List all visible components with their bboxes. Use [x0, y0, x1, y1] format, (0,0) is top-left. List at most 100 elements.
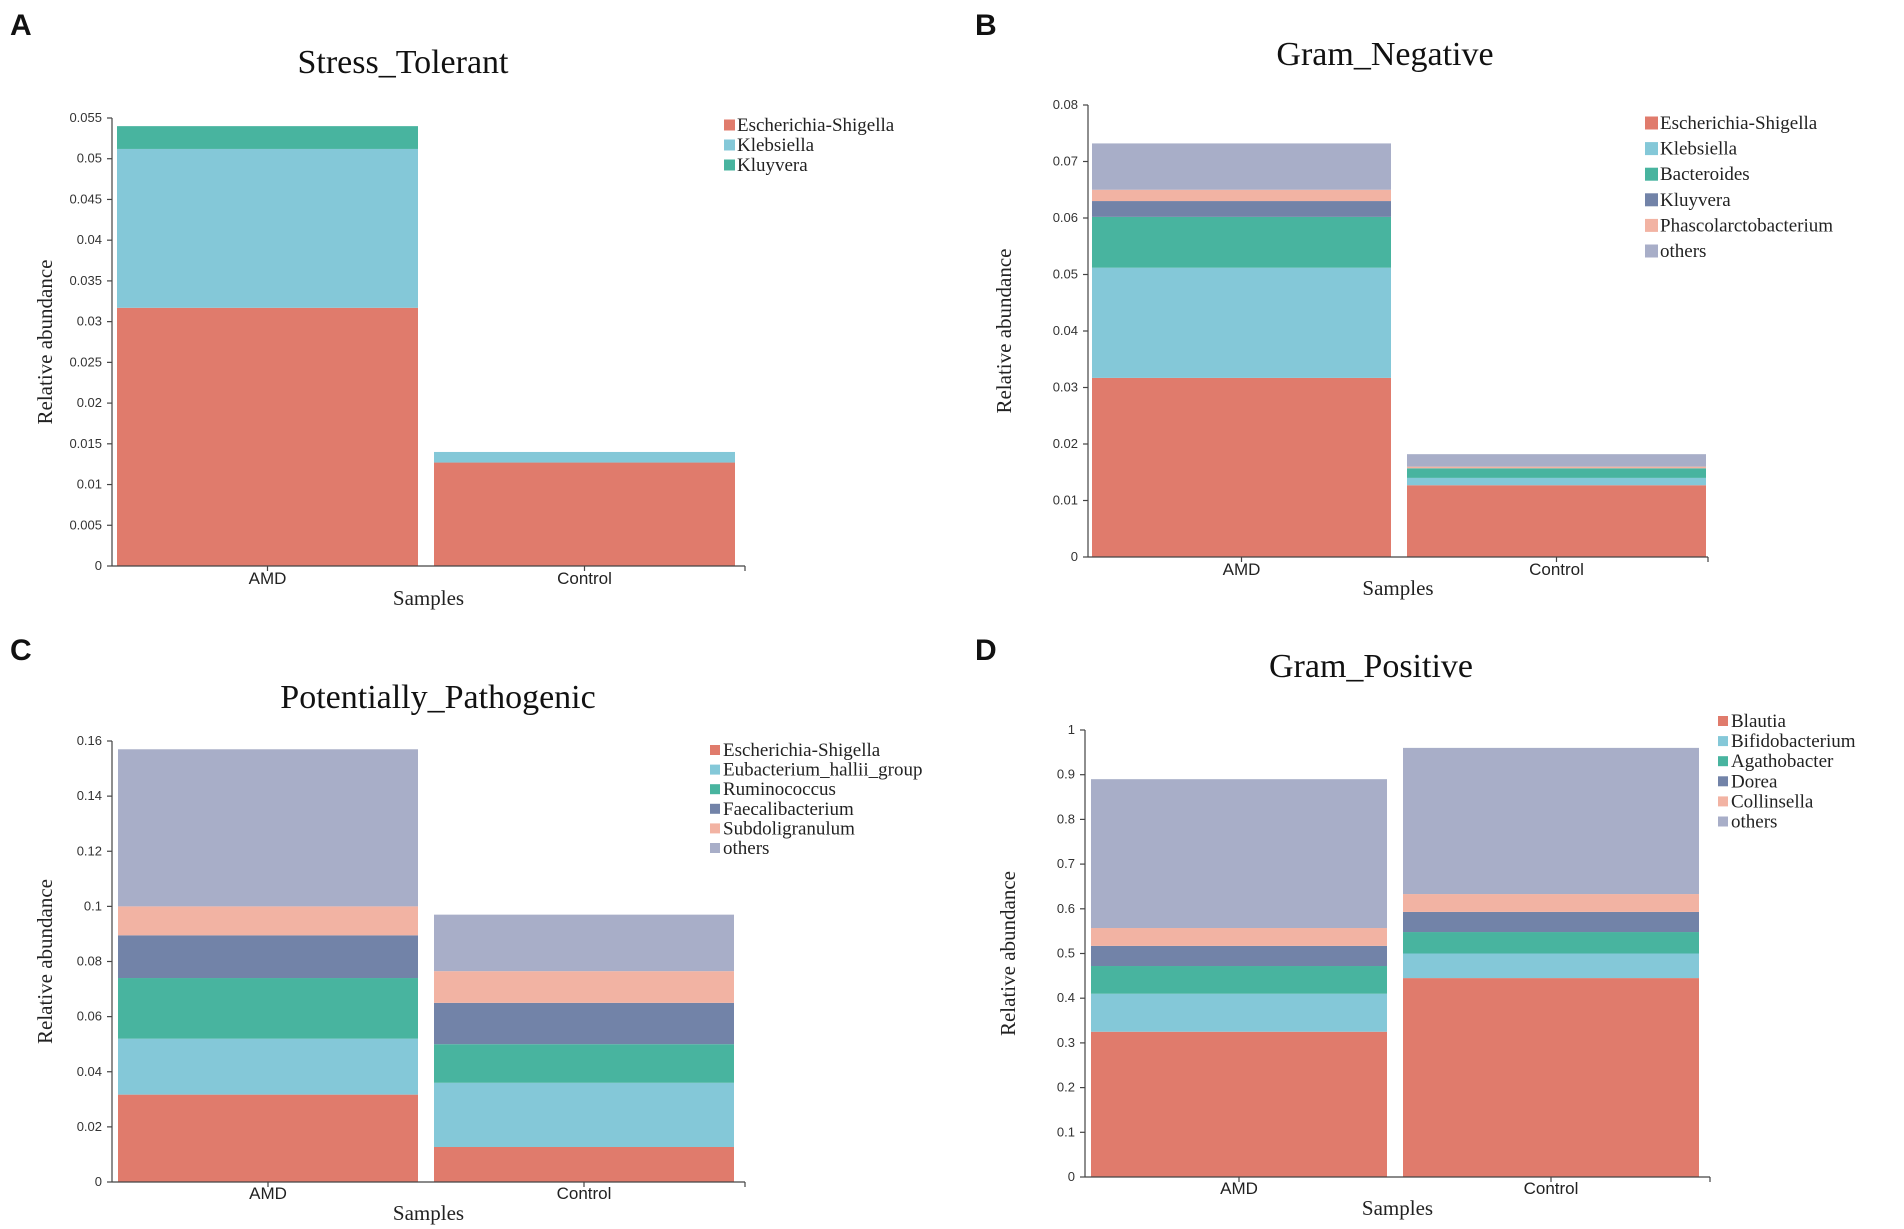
legend-label: Bacteroides [1660, 164, 1750, 185]
bar-segment-control-others [1403, 747, 1699, 895]
bar-segment-control-faecalibacterium [434, 1002, 734, 1045]
x-axis-title: Samples [1362, 1196, 1433, 1220]
y-tick-label: 0.07 [1053, 154, 1078, 169]
bar-segment-amd-collinsella [1091, 928, 1387, 946]
bar-segment-amd-faecalibacterium [118, 935, 418, 979]
legend-label: Escherichia-Shigella [737, 115, 895, 136]
bar-segment-control-agathobacter [1403, 932, 1699, 954]
panel-letter: B [975, 9, 997, 42]
y-tick-label: 0.02 [1053, 436, 1078, 451]
chart-title: Stress_Tolerant [297, 44, 509, 81]
y-tick-label: 0.7 [1057, 856, 1075, 871]
y-tick-label: 0.015 [69, 436, 102, 451]
legend-label: others [1731, 812, 1777, 833]
bar-segment-control-collinsella [1403, 894, 1699, 912]
panels-container: A Stress_Tolerant 0 0.005 0.01 0.015 0.02 0.025… [10, 9, 1856, 1225]
y-tick-label: 0.8 [1057, 811, 1075, 826]
y-tick-label: 0.02 [77, 395, 102, 410]
bar-segment-control-phascolarctobacterium [1407, 466, 1706, 469]
y-tick-label: 0.5 [1057, 946, 1075, 961]
legend-label: others [723, 838, 769, 859]
y-tick-label: 0 [1071, 549, 1078, 564]
bar-segment-amd-subdoligranulum [118, 906, 418, 936]
bar-segment-amd-others [1091, 779, 1387, 929]
y-tick-label: 0.16 [77, 733, 102, 748]
chart-panel-a: A Stress_Tolerant 0 0.005 0.01 0.015 0.02 0.025… [10, 9, 895, 610]
y-tick-label: 0.1 [1057, 1124, 1075, 1139]
bar-segment-control-escherichia-shigella [434, 1146, 734, 1182]
legend-label: Dorea [1731, 771, 1778, 792]
x-tick-label-amd: AMD [1220, 1179, 1258, 1198]
x-tick-label-control: Control [1524, 1179, 1579, 1198]
y-tick-label: 0.06 [77, 1009, 102, 1024]
legend-swatch [724, 159, 735, 171]
bar-segment-amd-escherichia-shigella [1092, 377, 1391, 557]
y-tick-label: 0.03 [77, 314, 102, 329]
bar-segment-control-subdoligranulum [434, 971, 734, 1003]
y-tick-label: 0.02 [77, 1119, 102, 1134]
legend-label: Blautia [1731, 711, 1786, 732]
y-tick-label: 0.04 [77, 232, 102, 247]
y-tick-label: 0 [95, 558, 102, 573]
bar-segment-control-dorea [1403, 911, 1699, 933]
bar-segment-control-eubacterium-hallii-group [434, 1082, 734, 1147]
legend-swatch [710, 843, 720, 853]
legend-swatch [710, 803, 720, 814]
y-tick-label: 0.05 [1053, 267, 1078, 282]
y-tick-label: 0.12 [77, 843, 102, 858]
legend-swatch [710, 823, 720, 834]
legend-swatch [1718, 776, 1728, 787]
legend-label: Escherichia-Shigella [1660, 113, 1818, 134]
legend-label: Collinsella [1731, 791, 1814, 812]
bar-segment-amd-phascolarctobacterium [1092, 189, 1391, 202]
x-tick-label-amd: AMD [249, 1184, 287, 1203]
legend-label: Phascolarctobacterium [1660, 215, 1833, 236]
bar-segment-control-klebsiella [434, 451, 735, 463]
x-tick-label-amd: AMD [1223, 560, 1261, 579]
bar-segment-control-escherichia-shigella [434, 462, 735, 566]
legend-label: others [1660, 241, 1706, 262]
x-axis-title: Samples [1362, 576, 1433, 600]
bar-segment-amd-agathobacter [1091, 966, 1387, 994]
bar-segment-amd-others [118, 749, 418, 907]
y-tick-label: 0.14 [77, 788, 102, 803]
legend-swatch [710, 764, 720, 775]
bar-segment-amd-eubacterium-hallii-group [118, 1038, 418, 1095]
legend-label: Klebsiella [1660, 139, 1738, 160]
legend-swatch [1718, 736, 1728, 747]
panel-letter: C [10, 634, 32, 667]
bar-segment-amd-kluyvera [117, 126, 418, 149]
x-tick-label-control: Control [557, 569, 612, 588]
legend-swatch [1718, 796, 1728, 807]
bar-segment-control-blautia [1403, 978, 1699, 1177]
y-tick-label: 0.08 [77, 954, 102, 969]
y-tick-label: 0.005 [69, 517, 102, 532]
chart-panel-d: D Gram_Positive 0 0.1 0.2 0.3 0.4 0.5 0.6 0.7 0.8 0… [975, 634, 1856, 1220]
legend-label: Ruminococcus [723, 779, 836, 800]
bar-segment-amd-bacteroides [1092, 216, 1391, 268]
y-tick-label: 1 [1068, 722, 1075, 737]
y-tick-label: 0.06 [1053, 210, 1078, 225]
bar-segment-amd-kluyvera [1092, 201, 1391, 217]
y-tick-label: 0.055 [69, 110, 102, 125]
legend-label: Faecalibacterium [723, 799, 854, 820]
chart-title: Gram_Negative [1276, 36, 1493, 73]
x-tick-label-amd: AMD [249, 569, 287, 588]
bar-segment-control-ruminococcus [434, 1044, 734, 1083]
bar-segment-amd-klebsiella [1092, 267, 1391, 378]
y-tick-label: 0 [95, 1174, 102, 1189]
chart-title: Potentially_Pathogenic [280, 679, 595, 716]
y-tick-label: 0.04 [77, 1064, 102, 1079]
bar-segment-control-escherichia-shigella [1407, 485, 1706, 557]
legend-label: Klebsiella [737, 135, 815, 156]
bar-segment-amd-escherichia-shigella [117, 307, 418, 566]
y-tick-label: 0.03 [1053, 380, 1078, 395]
legend-swatch [710, 784, 720, 795]
legend-swatch [724, 119, 735, 131]
y-tick-label: 0.08 [1053, 97, 1078, 112]
y-axis-title: Relative abundance [33, 879, 57, 1044]
legend-label: Escherichia-Shigella [723, 740, 881, 761]
bar-segment-amd-dorea [1091, 945, 1387, 967]
legend-swatch [724, 139, 735, 151]
